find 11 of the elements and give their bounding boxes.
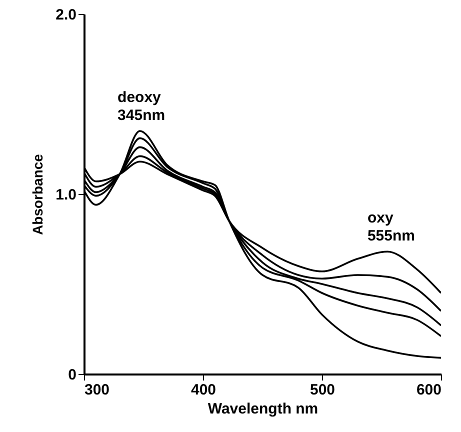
x-tick-label: 500 bbox=[310, 382, 336, 398]
x-tick-label: 600 bbox=[416, 382, 442, 398]
y-tick-label: 1.0 bbox=[56, 186, 76, 204]
y-tick-label: 0 bbox=[68, 366, 76, 384]
x-tick-label: 400 bbox=[190, 382, 216, 398]
y-axis-title: Absorbance bbox=[30, 154, 46, 235]
annotation: deoxy 345nm bbox=[118, 89, 166, 124]
annotation: oxy 555nm bbox=[367, 210, 415, 245]
y-tick-label: 2.0 bbox=[56, 6, 76, 24]
x-tick-label: 300 bbox=[84, 382, 110, 398]
x-axis-title: Wavelength nm bbox=[208, 400, 318, 418]
